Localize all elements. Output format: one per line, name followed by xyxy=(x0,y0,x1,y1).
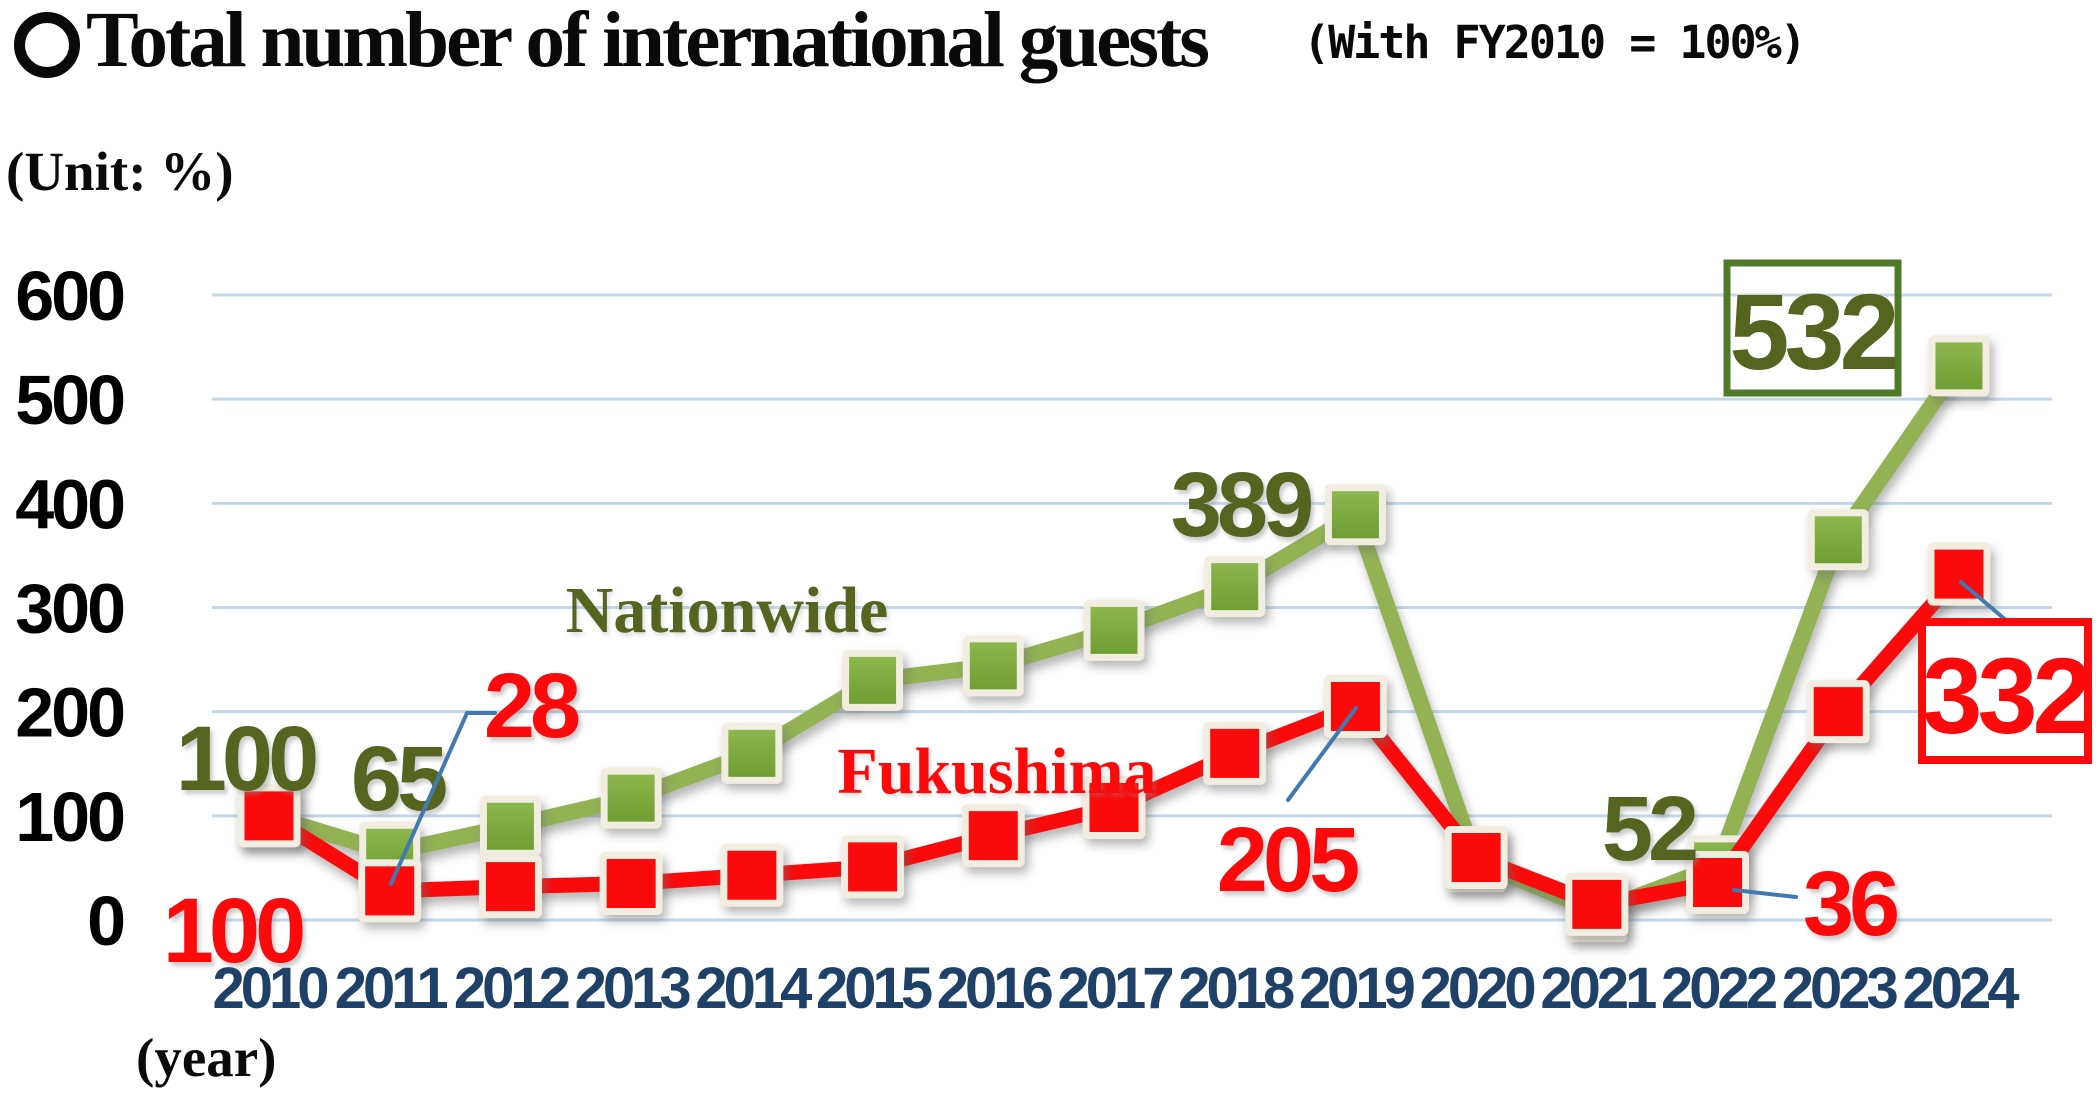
chart-subtitle: (With FY2010 = 100%) xyxy=(1303,16,1807,69)
fukushima-marker-2022 xyxy=(1686,851,1750,914)
nationwide-markers xyxy=(238,335,1990,943)
fukushima-marker-2018 xyxy=(1203,721,1267,785)
y-axis-tick-100: 100 xyxy=(15,778,124,856)
nationwide-marker-2015 xyxy=(842,649,904,711)
data-label-nationwide-52: 52 xyxy=(1602,778,1696,880)
circle-bullet-icon xyxy=(14,12,80,78)
x-axis-tick-2018: 2018 xyxy=(1178,956,1294,1021)
x-axis-tick-2010: 2010 xyxy=(212,956,327,1021)
callout-line-fukushima-28 xyxy=(389,711,497,886)
fukushima-marker-2021 xyxy=(1565,872,1629,936)
chart-title: Total number of international guests xyxy=(86,0,1210,84)
x-axis-tick-2020: 2020 xyxy=(1420,956,1535,1021)
data-label-box-nationwide-532 xyxy=(1723,259,1902,397)
y-axis-tick-400: 400 xyxy=(15,465,124,543)
fukushima-markers xyxy=(237,542,1991,936)
data-label-nationwide-532: 532 xyxy=(1729,271,1895,392)
x-axis-title: (year) xyxy=(136,1027,277,1088)
data-label-fukushima-28: 28 xyxy=(484,655,579,757)
y-axis-tick-300: 300 xyxy=(15,570,124,648)
nationwide-marker-2013 xyxy=(600,767,662,829)
fukushima-marker-2011 xyxy=(358,859,422,923)
nationwide-marker-2012 xyxy=(479,795,541,857)
x-axis-tick-2019: 2019 xyxy=(1299,956,1415,1021)
fukushima-marker-2014 xyxy=(720,843,784,907)
x-axis-tick-2017: 2017 xyxy=(1057,956,1172,1021)
x-axis-tick-2021: 2021 xyxy=(1540,956,1656,1021)
y-axis-tick-500: 500 xyxy=(15,361,124,439)
callout-line-fukushima-36 xyxy=(1732,888,1798,899)
fukushima-marker-2016 xyxy=(961,804,1025,868)
x-axis-tick-2023: 2023 xyxy=(1782,956,1898,1021)
fukushima-marker-2020 xyxy=(1444,826,1508,889)
fukushima-marker-2023 xyxy=(1806,680,1870,744)
fukushima-marker-2012 xyxy=(478,855,542,919)
data-label-fukushima-332: 332 xyxy=(1922,635,2088,756)
x-axis-tick-2016: 2016 xyxy=(937,956,1053,1021)
series-label-nationwide: Nationwide xyxy=(566,574,889,647)
data-label-nationwide-65: 65 xyxy=(351,728,446,830)
data-label-fukushima-36: 36 xyxy=(1803,853,1897,955)
series-label-fukushima: Fukushima xyxy=(837,735,1156,808)
nationwide-marker-2018 xyxy=(1204,556,1266,618)
fukushima-marker-2015 xyxy=(841,835,905,899)
y-axis-tick-200: 200 xyxy=(15,674,124,752)
x-axis-tick-2013: 2013 xyxy=(575,956,691,1021)
nationwide-marker-2023 xyxy=(1807,509,1869,571)
x-axis-tick-2022: 2022 xyxy=(1661,956,1776,1021)
data-label-nationwide-100: 100 xyxy=(176,708,316,810)
series-labels: Nationwide Fukushima xyxy=(566,574,1157,808)
x-axis-tick-2024: 2024 xyxy=(1902,956,2019,1021)
y-axis-tick-600: 600 xyxy=(15,257,124,335)
x-axis-tick-2014: 2014 xyxy=(695,956,812,1021)
data-label-box-fukushima-332 xyxy=(1918,618,2092,764)
data-label-fukushima-100: 100 xyxy=(163,880,303,982)
x-axis-tick-2015: 2015 xyxy=(816,956,932,1021)
nationwide-marker-2014 xyxy=(721,722,783,784)
nationwide-marker-2017 xyxy=(1083,599,1145,661)
fukushima-marker-2013 xyxy=(599,852,663,916)
y-axis-tick-0: 0 xyxy=(87,882,124,960)
fukushima-marker-2024 xyxy=(1927,542,1991,606)
x-axis-tick-2011: 2011 xyxy=(335,956,448,1021)
callout-line-fukushima-205 xyxy=(1286,706,1358,802)
nationwide-marker-2019 xyxy=(1324,484,1386,546)
fukushima-marker-2010 xyxy=(237,784,301,848)
data-label-nationwide-389: 389 xyxy=(1171,454,1311,556)
data-label-fukushima-205: 205 xyxy=(1217,809,1358,911)
nationwide-marker-2024 xyxy=(1928,335,1990,397)
nationwide-marker-2016 xyxy=(962,635,1024,697)
x-axis-tick-2012: 2012 xyxy=(454,956,569,1021)
fukushima-marker-2017 xyxy=(1082,776,1146,839)
y-axis-unit-label: (Unit: %) xyxy=(6,141,234,202)
